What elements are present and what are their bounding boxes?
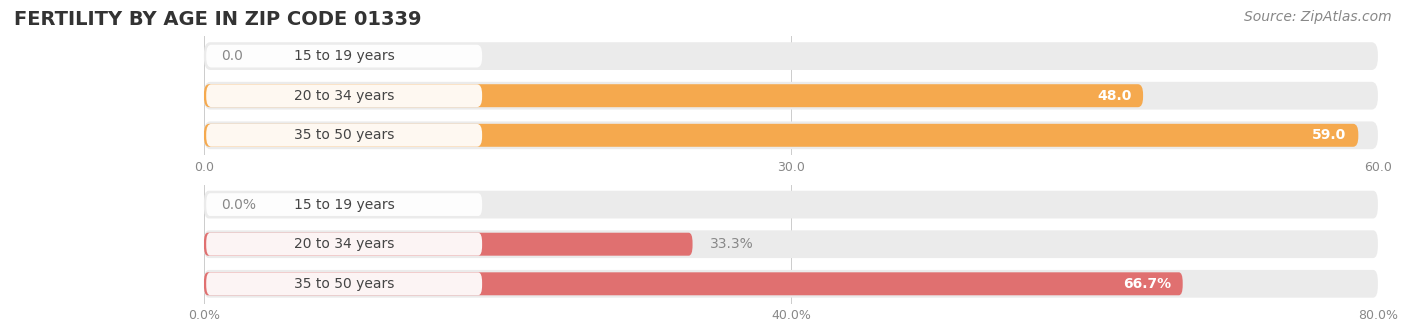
Text: 33.3%: 33.3% (710, 237, 754, 251)
FancyBboxPatch shape (207, 193, 482, 216)
Text: 20 to 34 years: 20 to 34 years (294, 89, 394, 103)
FancyBboxPatch shape (207, 273, 482, 295)
FancyBboxPatch shape (207, 45, 482, 67)
FancyBboxPatch shape (204, 233, 693, 256)
Text: 66.7%: 66.7% (1123, 277, 1171, 291)
Text: 59.0: 59.0 (1312, 128, 1347, 142)
FancyBboxPatch shape (207, 124, 482, 147)
FancyBboxPatch shape (204, 230, 1378, 258)
FancyBboxPatch shape (204, 121, 1378, 149)
Text: 35 to 50 years: 35 to 50 years (294, 128, 394, 142)
FancyBboxPatch shape (204, 84, 1143, 107)
FancyBboxPatch shape (204, 270, 1378, 298)
FancyBboxPatch shape (207, 84, 482, 107)
FancyBboxPatch shape (204, 272, 1182, 295)
FancyBboxPatch shape (207, 233, 482, 255)
FancyBboxPatch shape (204, 191, 1378, 218)
Text: 0.0%: 0.0% (222, 198, 256, 212)
FancyBboxPatch shape (204, 82, 1378, 110)
Text: FERTILITY BY AGE IN ZIP CODE 01339: FERTILITY BY AGE IN ZIP CODE 01339 (14, 10, 422, 29)
Text: 48.0: 48.0 (1097, 89, 1132, 103)
Text: 15 to 19 years: 15 to 19 years (294, 198, 395, 212)
Text: 15 to 19 years: 15 to 19 years (294, 49, 395, 63)
Text: 20 to 34 years: 20 to 34 years (294, 237, 394, 251)
Text: 0.0: 0.0 (222, 49, 243, 63)
FancyBboxPatch shape (204, 124, 1358, 147)
Text: Source: ZipAtlas.com: Source: ZipAtlas.com (1244, 10, 1392, 24)
FancyBboxPatch shape (204, 42, 1378, 70)
Text: 35 to 50 years: 35 to 50 years (294, 277, 394, 291)
